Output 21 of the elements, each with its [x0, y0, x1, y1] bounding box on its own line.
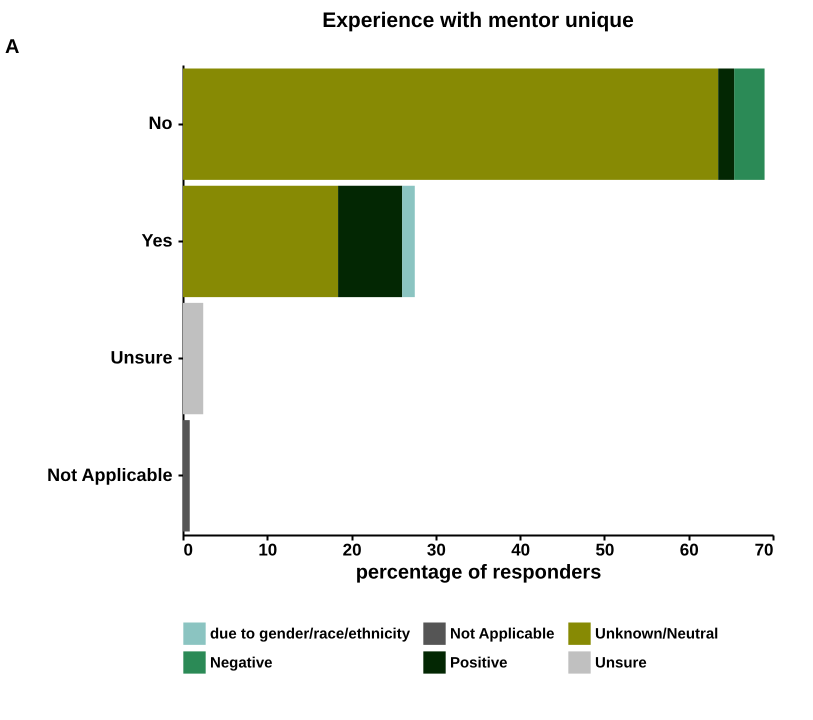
- x-tick-label: 40: [511, 540, 530, 560]
- x-tick-label: 30: [426, 540, 446, 560]
- y-tick-label: Not Applicable: [47, 464, 172, 485]
- y-tick-label: Yes: [141, 230, 172, 250]
- legend-label: due to gender/race/ethnicity: [210, 626, 411, 643]
- x-tick-label: 20: [342, 540, 362, 560]
- x-tick-label: 70: [754, 540, 774, 560]
- x-tick-label: 0: [184, 540, 193, 560]
- legend-label: Unsure: [595, 654, 647, 672]
- legend-label: Unknown/Neutral: [595, 626, 718, 643]
- legend-label: Negative: [210, 654, 273, 672]
- text: A: [5, 36, 20, 58]
- legend-label: Not Applicable: [450, 626, 554, 643]
- chart-title: Experience with mentor unique: [322, 9, 634, 32]
- legend-label: Positive: [450, 654, 508, 672]
- x-axis-title: percentage of responders: [356, 562, 602, 584]
- y-tick-label: No: [148, 113, 172, 134]
- x-tick-label: 50: [595, 540, 614, 560]
- x-tick-label: 10: [258, 540, 278, 560]
- x-tick-label: 60: [680, 540, 699, 560]
- y-tick-label: Unsure: [110, 348, 172, 368]
